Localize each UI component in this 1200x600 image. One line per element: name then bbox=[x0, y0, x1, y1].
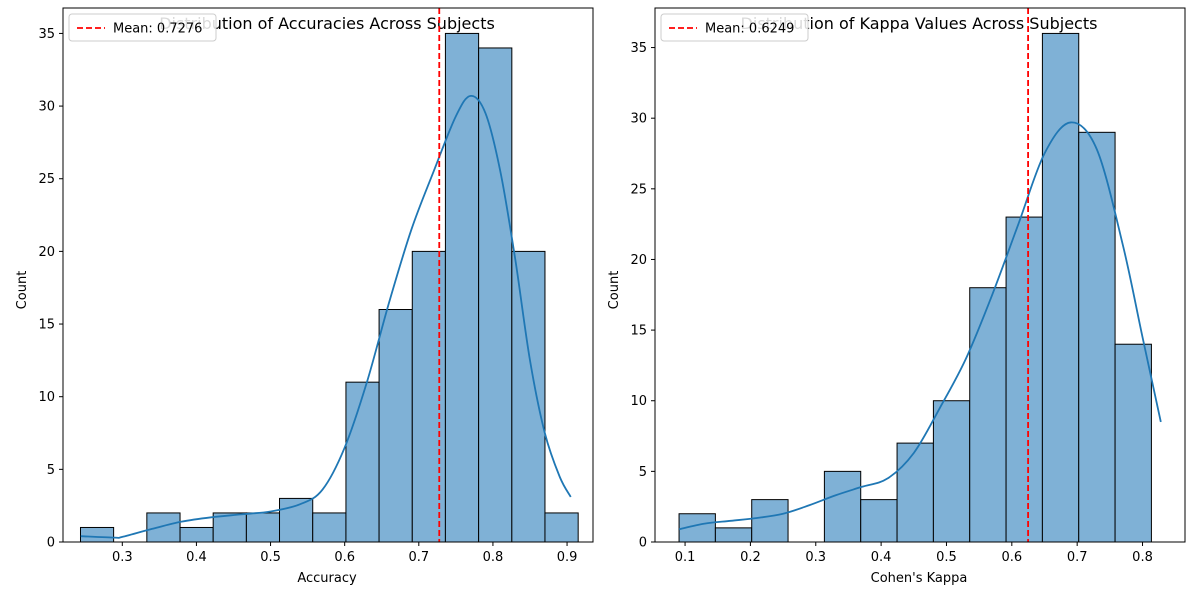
x-tick-label: 0.6 bbox=[1001, 550, 1022, 565]
y-tick-label: 5 bbox=[639, 465, 647, 480]
histogram-bar bbox=[969, 287, 1007, 543]
y-tick-label: 20 bbox=[630, 253, 647, 268]
histogram-bar bbox=[860, 499, 898, 543]
histogram-bar bbox=[146, 512, 181, 543]
y-tick-label: 35 bbox=[38, 27, 55, 42]
x-tick-label: 0.3 bbox=[112, 550, 133, 565]
y-tick-label: 5 bbox=[47, 463, 55, 478]
y-tick-label: 35 bbox=[630, 41, 647, 56]
histogram-bar bbox=[312, 512, 347, 543]
histogram-bar bbox=[478, 47, 513, 543]
y-tick-label: 15 bbox=[38, 318, 55, 333]
x-tick-label: 0.4 bbox=[186, 550, 207, 565]
histogram-bar bbox=[378, 309, 413, 543]
kappa-histogram-panel: Distribution of Kappa Values Across Subj… bbox=[607, 7, 1186, 586]
chart-title: Distribution of Kappa Values Across Subj… bbox=[741, 14, 1098, 33]
histogram-bar bbox=[544, 512, 579, 543]
legend-label: Mean: 0.6249 bbox=[705, 22, 794, 37]
histogram-bar bbox=[511, 250, 546, 543]
x-tick-label: 0.4 bbox=[871, 550, 892, 565]
y-tick-label: 10 bbox=[38, 390, 55, 405]
x-tick-label: 0.9 bbox=[557, 550, 578, 565]
histogram-bar bbox=[823, 470, 862, 543]
histogram-bar bbox=[245, 512, 281, 543]
x-tick-label: 0.7 bbox=[408, 550, 429, 565]
x-axis-label: Accuracy bbox=[297, 571, 357, 586]
y-axis-label: Count bbox=[607, 271, 622, 310]
histogram-bar bbox=[1114, 343, 1152, 543]
y-tick-label: 25 bbox=[38, 172, 55, 187]
histogram-bar bbox=[932, 400, 971, 543]
x-tick-label: 0.8 bbox=[483, 550, 504, 565]
x-tick-label: 0.1 bbox=[675, 550, 696, 565]
kde-curve bbox=[678, 121, 1162, 531]
histogram-bar bbox=[896, 442, 934, 543]
x-tick-label: 0.7 bbox=[1067, 550, 1088, 565]
y-tick-label: 10 bbox=[630, 394, 647, 409]
accuracy-histogram-panel: Distribution of Accuracies Across Subjec… bbox=[15, 7, 594, 586]
histogram-bar bbox=[179, 526, 214, 543]
histogram-bar bbox=[345, 381, 380, 543]
y-tick-label: 0 bbox=[639, 536, 647, 551]
histogram-bar bbox=[444, 32, 480, 543]
y-tick-label: 25 bbox=[630, 182, 647, 197]
histogram-bar bbox=[1005, 216, 1043, 543]
y-tick-label: 30 bbox=[630, 112, 647, 127]
y-axis-label: Count bbox=[15, 271, 30, 310]
y-tick-label: 15 bbox=[630, 324, 647, 339]
kde-curve bbox=[80, 95, 572, 539]
x-axis-label: Cohen's Kappa bbox=[871, 571, 968, 586]
histogram-bar bbox=[411, 250, 446, 543]
histogram-bar bbox=[751, 499, 789, 543]
legend-label: Mean: 0.7276 bbox=[113, 22, 202, 37]
histogram-bar bbox=[79, 526, 115, 543]
histogram-bar bbox=[1041, 32, 1080, 543]
x-tick-label: 0.3 bbox=[805, 550, 826, 565]
plot-frame bbox=[62, 7, 594, 543]
x-tick-label: 0.6 bbox=[334, 550, 355, 565]
legend-box bbox=[68, 13, 217, 42]
plot-frame bbox=[654, 7, 1186, 543]
x-tick-label: 0.2 bbox=[740, 550, 761, 565]
y-tick-label: 20 bbox=[38, 245, 55, 260]
y-tick-label: 0 bbox=[47, 536, 55, 551]
x-tick-label: 0.5 bbox=[936, 550, 957, 565]
x-tick-label: 0.5 bbox=[260, 550, 281, 565]
x-tick-label: 0.8 bbox=[1132, 550, 1153, 565]
histogram-bar bbox=[714, 527, 753, 543]
y-tick-label: 30 bbox=[38, 100, 55, 115]
legend-box bbox=[660, 13, 809, 42]
chart-title: Distribution of Accuracies Across Subjec… bbox=[159, 14, 495, 33]
